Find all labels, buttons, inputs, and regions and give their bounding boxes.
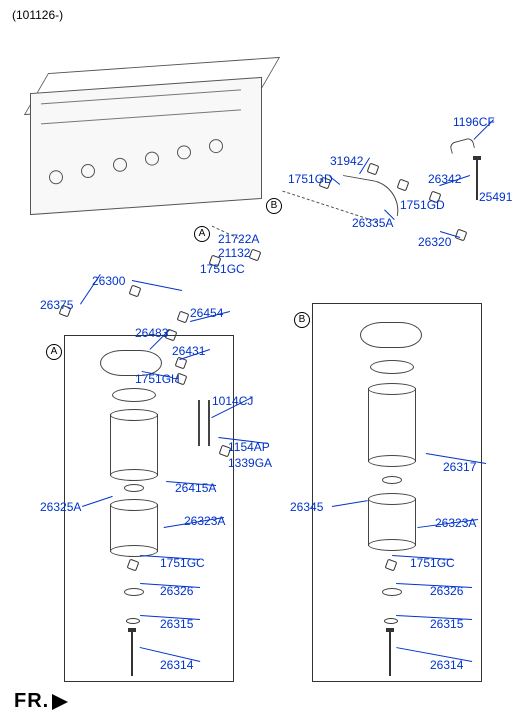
seal-ring — [124, 484, 144, 492]
part-callout[interactable]: 26335A — [352, 216, 393, 230]
part-callout[interactable]: 1751GD — [400, 198, 445, 212]
engine-block-illustration — [30, 45, 270, 220]
o-ring — [370, 360, 414, 374]
washer-ring — [124, 588, 144, 596]
bolt-part — [476, 160, 478, 200]
part-callout[interactable]: 1196CF — [453, 115, 495, 129]
fr-arrow-icon — [52, 694, 68, 710]
washer-ring — [382, 588, 402, 596]
part-callout[interactable]: 26483 — [135, 326, 168, 340]
plug-part — [177, 311, 190, 324]
small-part — [129, 285, 142, 298]
part-callout[interactable]: 25491 — [479, 190, 512, 204]
part-callout[interactable]: 26314 — [160, 658, 193, 672]
bracket-part — [449, 137, 475, 154]
pin-part — [208, 400, 210, 446]
part-callout[interactable]: 26375 — [40, 298, 73, 312]
part-callout[interactable]: 31942 — [330, 154, 363, 168]
revision-text: (101126-) — [12, 8, 63, 22]
part-callout[interactable]: 1339GA — [228, 456, 272, 470]
small-part — [249, 249, 262, 262]
tube-part — [338, 175, 403, 216]
filter-cartridge — [110, 414, 158, 476]
center-bolt — [131, 632, 133, 676]
small-part — [397, 179, 410, 192]
part-callout[interactable]: 26325A — [40, 500, 81, 514]
circle-marker-a: A — [194, 226, 210, 242]
part-callout[interactable]: 21132 — [218, 246, 250, 260]
circle-marker-b2: B — [294, 312, 310, 328]
seal-ring — [382, 476, 402, 484]
filter-head-b — [360, 322, 422, 348]
small-part — [367, 163, 380, 176]
center-bolt — [389, 632, 391, 676]
filter-can-b — [368, 498, 416, 546]
circle-marker-a2: A — [46, 344, 62, 360]
circle-marker-b: B — [266, 198, 282, 214]
part-callout[interactable]: 26317 — [443, 460, 476, 474]
part-callout[interactable]: 21722A — [218, 232, 259, 246]
washer — [384, 618, 398, 624]
pin-part — [198, 400, 200, 446]
filter-cartridge-b — [368, 388, 416, 462]
o-ring — [112, 388, 156, 402]
part-callout[interactable]: 26345 — [290, 500, 323, 514]
fr-marker: FR. — [14, 690, 49, 713]
filter-can — [110, 504, 158, 552]
part-callout[interactable]: 1751GD — [288, 172, 333, 186]
part-callout[interactable]: 26314 — [430, 658, 463, 672]
part-callout[interactable]: 1751GC — [200, 262, 245, 276]
part-callout[interactable]: 26320 — [418, 235, 451, 249]
leader-line — [80, 274, 101, 305]
washer — [126, 618, 140, 624]
